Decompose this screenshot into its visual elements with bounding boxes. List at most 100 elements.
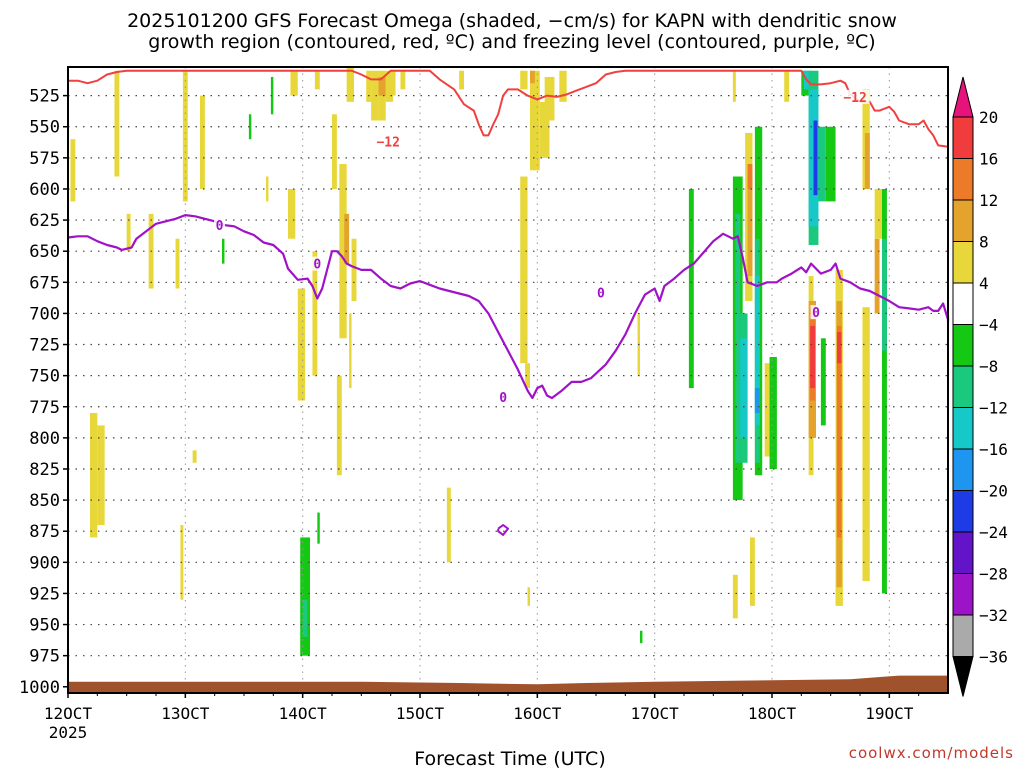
omega-shading-layer: [70, 67, 887, 656]
y-tick-label: 1000: [19, 678, 60, 698]
colorbar-bottom-arrow: [952, 656, 974, 697]
colorbar-label: −12: [979, 399, 1008, 418]
omega-cell: [810, 325, 816, 389]
omega-cell: [114, 70, 120, 177]
omega-cell: [192, 450, 197, 463]
chart-title-line-1: 2025101200 GFS Forecast Omega (shaded, −…: [127, 10, 897, 32]
y-tick-label: 800: [29, 429, 60, 449]
omega-cell: [90, 412, 98, 538]
chart-title-line-2: growth region (contoured, red, ºC) and f…: [148, 31, 876, 53]
colorbar-label: −8: [979, 357, 998, 376]
omega-cell: [688, 188, 694, 389]
omega-cell: [222, 238, 225, 264]
x-tick-label: 16OCT: [513, 704, 562, 723]
omega-cell: [735, 213, 741, 463]
y-tick-label: 850: [29, 491, 60, 511]
omega-cell: [378, 76, 386, 96]
colorbar-label: −4: [979, 316, 998, 335]
freezing-level-small-contour: [497, 524, 509, 536]
colorbar-label: −28: [979, 565, 1008, 584]
colorbar-label: −24: [979, 523, 1008, 542]
omega-cell: [336, 375, 342, 476]
y-tick-label: 775: [29, 398, 60, 418]
omega-cell: [371, 70, 379, 121]
x-tick-label: 19OCT: [865, 704, 914, 723]
colorbar-bin: [952, 407, 974, 450]
omega-cell: [385, 70, 394, 102]
omega-cell: [302, 599, 308, 637]
freezing-contour-label-bg: [214, 218, 226, 233]
colorbar-label: −20: [979, 482, 1008, 501]
omega-cell: [175, 238, 180, 289]
omega-cell: [874, 238, 880, 314]
omega-cell: [317, 512, 320, 544]
freezing-contour-label-bg: [595, 285, 607, 300]
omega-cell: [349, 313, 352, 389]
colorbar-bin: [952, 241, 974, 284]
omega-cell: [784, 70, 790, 102]
omega-cell: [200, 95, 205, 189]
freezing-contour-label-bg: [497, 389, 509, 404]
y-tick-label: 725: [29, 336, 60, 356]
x-tick-label: 15OCT: [396, 704, 445, 723]
dgz-contour-label: −12: [376, 136, 399, 151]
omega-cell: [182, 70, 188, 202]
colorbar-label: 16: [979, 150, 998, 169]
dgz-contour-label-bg: [373, 134, 403, 149]
colorbar-label: −16: [979, 440, 1008, 459]
axes-layer: 525 550 575 600 625 650 675 700 725 750 775 800 825 8…: [19, 66, 949, 742]
freezing-contour-label-bg: [311, 256, 323, 271]
freezing-contour-label: 0: [597, 286, 605, 301]
colorbar-bin: [952, 324, 974, 367]
colorbar-top-arrow: [952, 76, 974, 118]
omega-cell: [837, 325, 842, 538]
omega-cell: [314, 70, 320, 90]
omega-cell: [520, 176, 528, 364]
omega-cell: [813, 120, 818, 196]
x-tick-label: 17OCT: [631, 704, 680, 723]
y-tick-label: 900: [29, 553, 60, 573]
freezing-level-contour-line: [67, 214, 950, 400]
omega-cell: [640, 630, 643, 644]
omega-cell: [520, 70, 528, 90]
x-axis-label: Forecast Time (UTC): [414, 748, 606, 770]
omega-cell: [300, 537, 310, 656]
colorbar-bin: [952, 365, 974, 408]
ground-layer: [68, 674, 948, 693]
colorbar-label: 8: [979, 233, 989, 252]
omega-cell: [400, 70, 406, 90]
omega-cell: [539, 101, 550, 158]
freezing-contour-label: 0: [313, 258, 321, 273]
y-tick-label: 925: [29, 584, 60, 604]
x-start-year-label: 2025: [49, 723, 88, 742]
omega-cell: [70, 139, 76, 202]
omega-cell: [874, 188, 882, 239]
y-tick-label: 575: [29, 149, 60, 169]
omega-cell: [747, 164, 753, 189]
omega-cell: [559, 70, 567, 102]
omega-cell: [290, 70, 298, 96]
omega-cell: [825, 126, 836, 202]
colorbar-bin: [952, 116, 974, 159]
omega-cell: [862, 307, 870, 581]
omega-cell: [750, 537, 755, 606]
colorbar-label: −32: [979, 606, 1008, 625]
omega-cell: [266, 176, 269, 202]
colorbar-bin: [952, 614, 974, 657]
colorbar-label: 12: [979, 191, 998, 210]
omega-cell: [864, 132, 870, 189]
y-tick-label: 625: [29, 211, 60, 231]
omega-cell: [818, 126, 826, 202]
omega-cell: [837, 332, 842, 364]
omega-cell: [446, 487, 451, 563]
y-tick-label: 525: [29, 87, 60, 107]
y-tick-label: 875: [29, 522, 60, 542]
dgz-contour-label: −12: [843, 91, 866, 106]
colorbar-label: −36: [979, 648, 1008, 667]
site-credit: coolwx.com/models: [848, 744, 1014, 762]
omega-cell: [459, 70, 464, 90]
contour-layer: −12 −12 0 0 0 0 0: [67, 69, 950, 536]
freezing-contour-label-bg: [810, 305, 822, 320]
omega-cell: [732, 574, 738, 619]
